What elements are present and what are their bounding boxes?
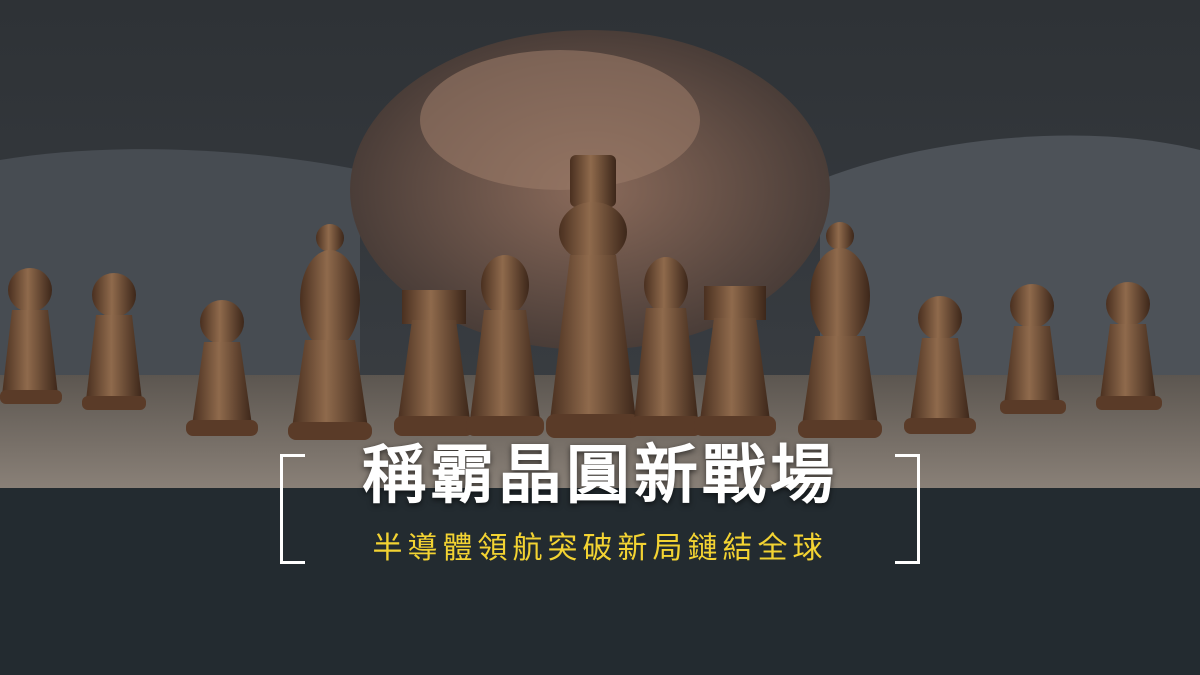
dark-footer-band (0, 488, 1200, 675)
rook-piece (694, 286, 776, 436)
right-bracket (895, 454, 920, 564)
rook-piece (394, 290, 474, 436)
right-sleeve (820, 135, 1200, 380)
pawn-piece (1096, 282, 1162, 410)
banner-title: 稱霸晶圓新戰場 (362, 439, 838, 513)
bishop-piece (466, 255, 544, 436)
king-piece (546, 155, 640, 438)
bishop-piece (630, 257, 702, 436)
pawn-piece (1000, 284, 1066, 414)
bishop-piece (798, 222, 882, 438)
left-sleeve (0, 149, 360, 380)
banner-subtitle: 半導體領航突破新局鏈結全球 (372, 531, 828, 566)
chess-photo (0, 0, 1200, 490)
pawn-piece (186, 300, 258, 436)
bishop-piece (288, 224, 372, 440)
pawn-piece (904, 296, 976, 434)
left-bracket (280, 454, 305, 564)
chess-pieces (0, 155, 1162, 440)
pawn-piece (0, 268, 62, 404)
pawn-piece (82, 273, 146, 410)
title-block: 稱霸晶圓新戰場 半導體領航突破新局鏈結全球 (280, 432, 920, 572)
